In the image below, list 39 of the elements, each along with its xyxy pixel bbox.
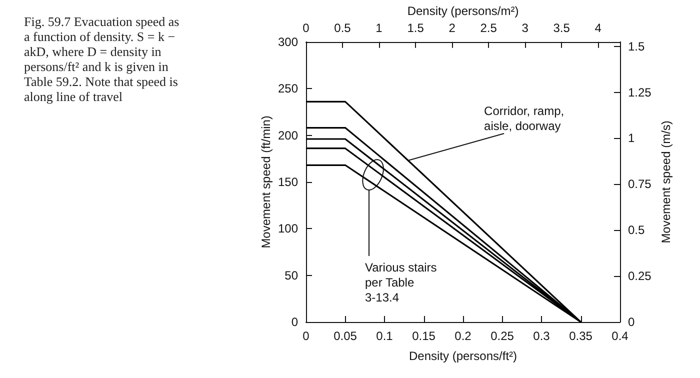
x2-tick-label: 1.5	[407, 20, 424, 35]
x-axis-title: Density (persons/ft²)	[408, 349, 518, 363]
text: Fig. 59.7 Evacuation speed as a function of density. S = k − akD, where D = density in persons/ft² and k is given in Table 59.2. Note that speed is along line of travel	[24, 14, 180, 104]
x-tick-label: 0.3	[533, 329, 550, 343]
y-tick-label: 250	[278, 82, 298, 96]
y2-tick-label: 0.25	[628, 269, 652, 284]
y2-tick-label: 1.25	[628, 85, 652, 100]
y2-axis-title: Movement speed (m/s)	[659, 120, 673, 244]
y2-tick-label: 0.5	[628, 223, 646, 238]
x-tick-label: 0	[302, 329, 310, 343]
annotation: Corridor, ramp, aisle, doorway	[484, 104, 568, 133]
y-axis-title: Movement speed (ft/min)	[259, 116, 273, 248]
x-tick-label: 0.4	[612, 329, 629, 343]
y-tick-label: 100	[278, 222, 298, 236]
x-tick-label: 0.15	[412, 329, 436, 343]
y-tick-label: 50	[284, 268, 298, 282]
x2-tick-label: 3.5	[553, 20, 570, 35]
x2-tick-label: 0	[302, 20, 310, 35]
y2-tick-label: 1.5	[628, 39, 646, 54]
x2-tick-label: 4	[594, 20, 602, 35]
x-tick-label: 0.2	[454, 329, 472, 343]
y2-tick-label: 0	[628, 315, 635, 329]
y-tick-label: 200	[278, 128, 298, 142]
y2-tick-label: 1	[628, 131, 635, 146]
x2-axis-title: Density (persons/m²)	[407, 4, 519, 18]
y-tick-label: 300	[278, 34, 298, 49]
y-tick-label: 0	[291, 315, 298, 329]
y2-tick-label: 0.75	[628, 177, 652, 192]
y-tick-label: 150	[278, 174, 298, 189]
annotation: Various stairs per Table 3-13.4	[365, 260, 440, 304]
x2-tick-label: 2.5	[480, 20, 498, 35]
x-tick-label: 0.25	[490, 329, 514, 343]
x2-tick-label: 0.5	[334, 20, 352, 35]
x2-tick-label: 2	[448, 20, 456, 35]
x-tick-label: 0.1	[376, 329, 394, 343]
x2-tick-label: 3	[522, 20, 529, 35]
x-tick-label: 0.35	[569, 329, 593, 343]
x2-tick-label: 1	[376, 20, 383, 35]
x-tick-label: 0.05	[334, 329, 358, 343]
